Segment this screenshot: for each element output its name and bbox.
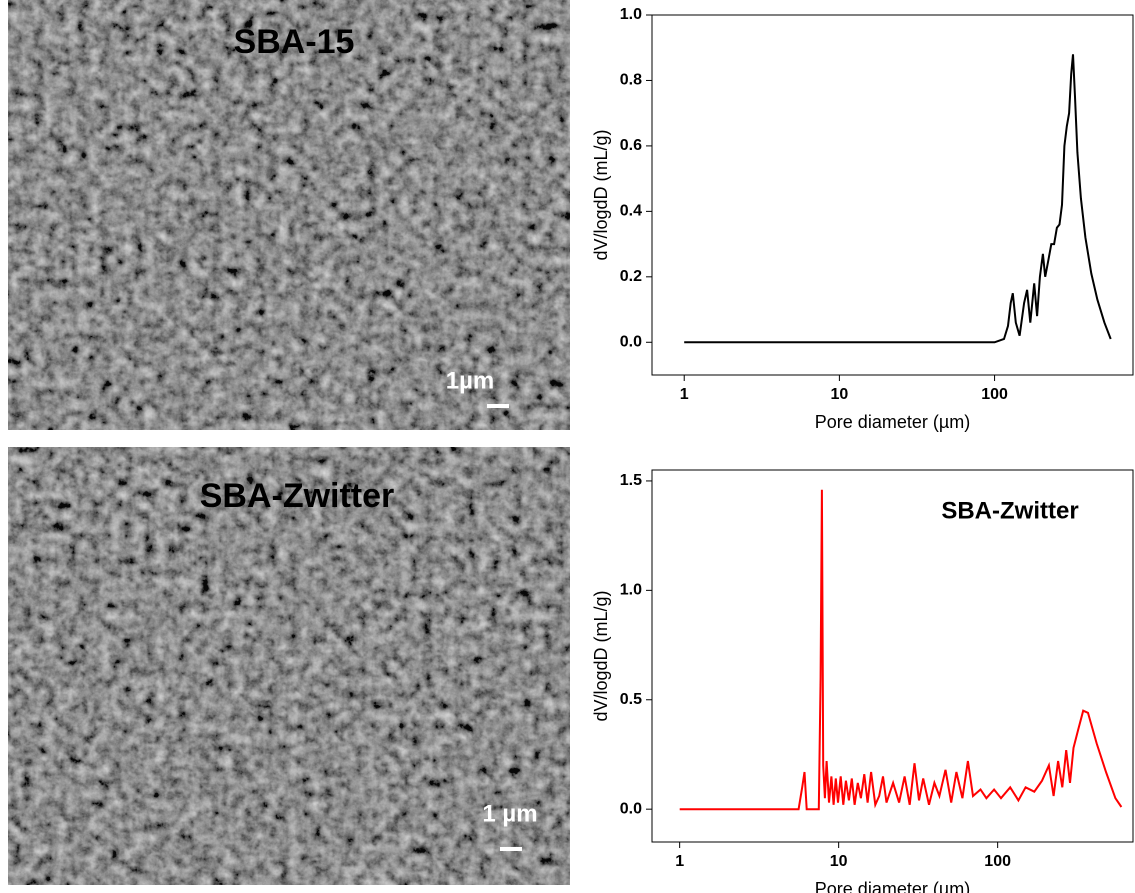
x-tick-label: 100 xyxy=(984,853,1011,870)
x-tick-label: 10 xyxy=(830,386,848,403)
x-tick-label: 1 xyxy=(680,386,689,403)
annotation: SBA-Zwitter xyxy=(941,497,1078,524)
y-tick-label: 0.4 xyxy=(620,203,642,220)
x-tick-label: 1 xyxy=(675,853,684,870)
x-tick-label: 100 xyxy=(981,386,1008,403)
scale-bar-label: 1µm xyxy=(446,367,495,394)
y-axis-label: dV/logdD (mL/g) xyxy=(591,129,611,260)
y-axis-label: dV/logdD (mL/g) xyxy=(591,590,611,721)
plot-frame xyxy=(651,469,1134,843)
y-tick-label: 1.5 xyxy=(620,472,642,489)
data-line xyxy=(679,489,1123,811)
y-tick-label: 0.6 xyxy=(620,137,642,154)
y-tick-label: 0.2 xyxy=(620,268,642,285)
sem-image: SBA-15 1µm xyxy=(8,0,570,430)
image-label: SBA-15 xyxy=(234,23,355,61)
x-axis-label: Pore diameter (µm) xyxy=(815,412,970,432)
y-tick-label: 1.0 xyxy=(620,582,642,599)
y-tick-label: 0.5 xyxy=(620,691,642,708)
image-label: SBA-Zwitter xyxy=(200,477,395,515)
sem-image: SBA-Zwitter 1 µm xyxy=(8,447,570,885)
y-tick-label: 0.8 xyxy=(620,72,642,89)
y-tick-label: 1.0 xyxy=(620,6,642,23)
y-tick-label: 0.0 xyxy=(620,800,642,817)
x-axis-label: Pore diameter (µm) xyxy=(815,879,970,893)
scale-bar xyxy=(487,404,509,408)
scale-bar-label: 1 µm xyxy=(482,800,537,827)
x-tick-label: 10 xyxy=(830,853,848,870)
data-line xyxy=(684,54,1112,344)
plot-frame xyxy=(651,14,1134,376)
scale-bar xyxy=(500,847,522,851)
y-tick-label: 0.0 xyxy=(620,333,642,350)
